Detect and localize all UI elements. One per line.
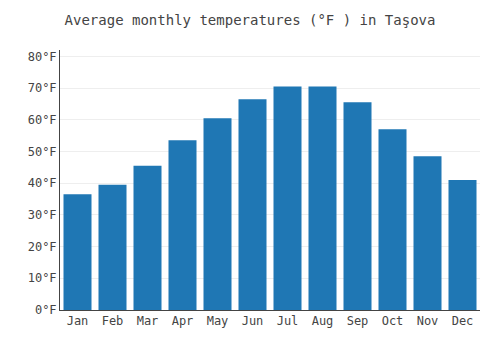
svg-text:60°F: 60°F <box>28 113 57 127</box>
svg-text:May: May <box>207 314 229 328</box>
svg-text:Jan: Jan <box>67 314 89 328</box>
svg-text:Jul: Jul <box>277 314 299 328</box>
svg-text:20°F: 20°F <box>28 240 57 254</box>
svg-text:80°F: 80°F <box>28 50 57 64</box>
svg-text:30°F: 30°F <box>28 208 57 222</box>
svg-text:Mar: Mar <box>137 314 159 328</box>
svg-text:50°F: 50°F <box>28 145 57 159</box>
svg-text:Jun: Jun <box>242 314 264 328</box>
svg-text:Aug: Aug <box>312 314 334 328</box>
svg-text:Oct: Oct <box>382 314 404 328</box>
svg-text:Feb: Feb <box>102 314 124 328</box>
svg-text:Dec: Dec <box>452 314 474 328</box>
svg-text:Average monthly temperatures (: Average monthly temperatures (°F ) in Ta… <box>65 12 436 28</box>
svg-text:Apr: Apr <box>172 314 194 328</box>
svg-text:0°F: 0°F <box>35 303 57 317</box>
svg-text:Sep: Sep <box>347 314 369 328</box>
svg-text:40°F: 40°F <box>28 176 57 190</box>
svg-text:10°F: 10°F <box>28 271 57 285</box>
svg-text:Nov: Nov <box>417 314 439 328</box>
svg-text:70°F: 70°F <box>28 81 57 95</box>
